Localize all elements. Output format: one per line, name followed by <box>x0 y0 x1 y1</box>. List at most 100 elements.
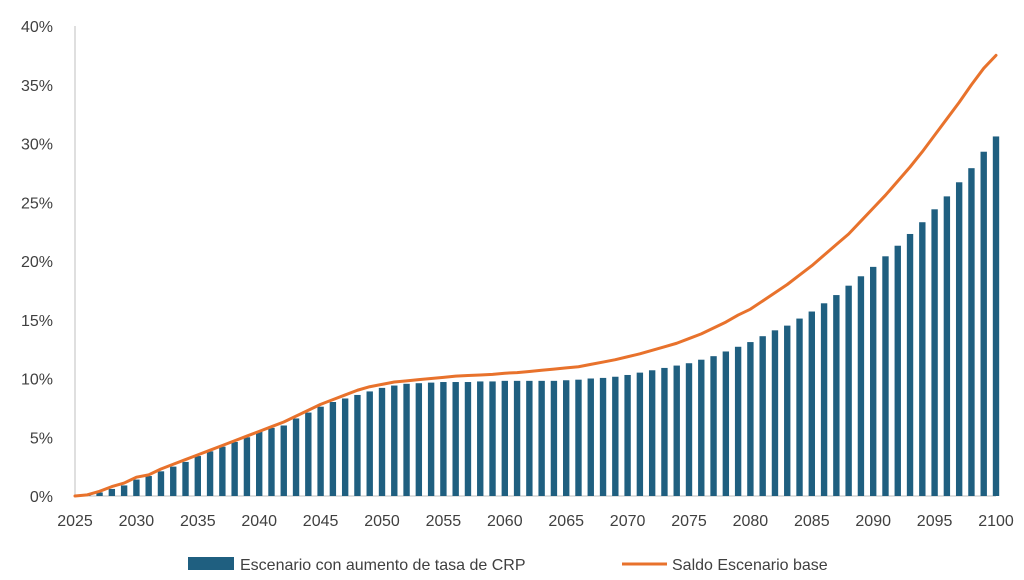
bar <box>980 151 987 496</box>
x-tick-label: 2030 <box>119 513 155 530</box>
legend: Escenario con aumento de tasa de CRP Sald… <box>188 557 828 574</box>
bar <box>354 394 361 496</box>
bar <box>870 266 877 496</box>
bar <box>268 427 275 496</box>
bar <box>784 325 791 496</box>
bar <box>624 374 631 496</box>
bar <box>796 318 803 496</box>
bar <box>292 418 300 496</box>
bar <box>575 379 582 496</box>
x-tick-label: 2075 <box>671 513 707 530</box>
bar <box>403 383 410 496</box>
bar <box>636 372 644 496</box>
x-tick-label: 2085 <box>794 513 830 530</box>
bar <box>464 382 472 496</box>
bar <box>108 488 116 496</box>
y-tick-label: 25% <box>21 195 53 212</box>
bar <box>477 381 484 496</box>
bar <box>882 256 889 496</box>
y-tick-label: 5% <box>30 430 53 447</box>
bar <box>145 476 152 496</box>
y-tick-label: 35% <box>21 78 53 95</box>
bar <box>391 385 398 496</box>
x-tick-label: 2050 <box>364 513 400 530</box>
bar <box>243 437 251 496</box>
bar <box>550 380 558 496</box>
bar <box>513 380 521 496</box>
bar <box>415 383 423 496</box>
bar <box>452 382 459 496</box>
x-tick-label: 2035 <box>180 513 216 530</box>
bar <box>219 446 226 496</box>
bar <box>341 398 349 496</box>
x-tick-label: 2060 <box>487 513 523 530</box>
x-tick-label: 2065 <box>548 513 584 530</box>
y-tick-label: 0% <box>30 489 53 506</box>
bar <box>96 492 103 496</box>
bar <box>120 485 128 496</box>
bar <box>427 382 435 496</box>
bar <box>501 380 508 496</box>
legend-label-line: Saldo Escenario base <box>672 557 828 574</box>
x-tick-label: 2090 <box>855 513 891 530</box>
bar <box>943 196 951 496</box>
bar <box>734 346 742 496</box>
x-tick-label: 2080 <box>733 513 769 530</box>
y-tick-label: 20% <box>21 254 53 271</box>
bar <box>305 412 312 496</box>
bar <box>612 376 619 496</box>
x-tick-label: 2040 <box>241 513 277 530</box>
bar <box>280 425 287 496</box>
bar <box>587 378 594 496</box>
bar <box>170 466 177 496</box>
x-tick-label: 2025 <box>57 513 93 530</box>
bar <box>648 370 656 496</box>
bar <box>256 431 263 496</box>
bar <box>182 461 189 496</box>
bar <box>489 381 496 496</box>
bar <box>992 136 1000 496</box>
bar <box>919 222 926 496</box>
x-tick-label: 2070 <box>610 513 646 530</box>
bar <box>133 479 140 496</box>
legend-swatch-bar <box>188 557 234 570</box>
bar <box>771 330 779 496</box>
x-axis: 2025 2030 2035 2040 2045 2050 2055 2060 2065 2070… <box>57 495 1014 530</box>
bar <box>845 285 852 496</box>
bar <box>538 380 545 496</box>
bar <box>366 391 373 496</box>
bar <box>955 182 963 496</box>
bar <box>231 441 238 496</box>
bar <box>317 406 324 496</box>
x-tick-label: 2045 <box>303 513 339 530</box>
bar <box>194 456 201 496</box>
bar <box>661 367 668 496</box>
bar <box>759 336 766 496</box>
y-tick-label: 40% <box>21 19 53 36</box>
bar <box>698 359 705 496</box>
bar <box>968 168 975 497</box>
bar-series <box>84 136 1000 497</box>
line-series <box>73 53 998 498</box>
bar <box>808 311 815 496</box>
bar <box>833 295 840 496</box>
x-tick-label: 2095 <box>917 513 953 530</box>
y-tick-label: 10% <box>21 372 53 389</box>
bar <box>329 402 337 496</box>
bar <box>685 363 693 496</box>
bar <box>440 382 447 496</box>
legend-label-bar: Escenario con aumento de tasa de CRP <box>240 557 526 574</box>
y-tick-label: 15% <box>21 313 53 330</box>
bar <box>378 387 386 496</box>
bar <box>526 380 533 496</box>
bar <box>747 342 754 496</box>
x-tick-label: 2055 <box>426 513 462 530</box>
bar <box>599 377 607 496</box>
x-tick-label: 2100 <box>978 513 1014 530</box>
bar <box>206 451 214 496</box>
bar <box>157 471 165 496</box>
y-tick-label: 30% <box>21 137 53 154</box>
y-axis: 0% 5% 10% 15% 20% 25% 30% 35% 40% <box>21 19 76 506</box>
